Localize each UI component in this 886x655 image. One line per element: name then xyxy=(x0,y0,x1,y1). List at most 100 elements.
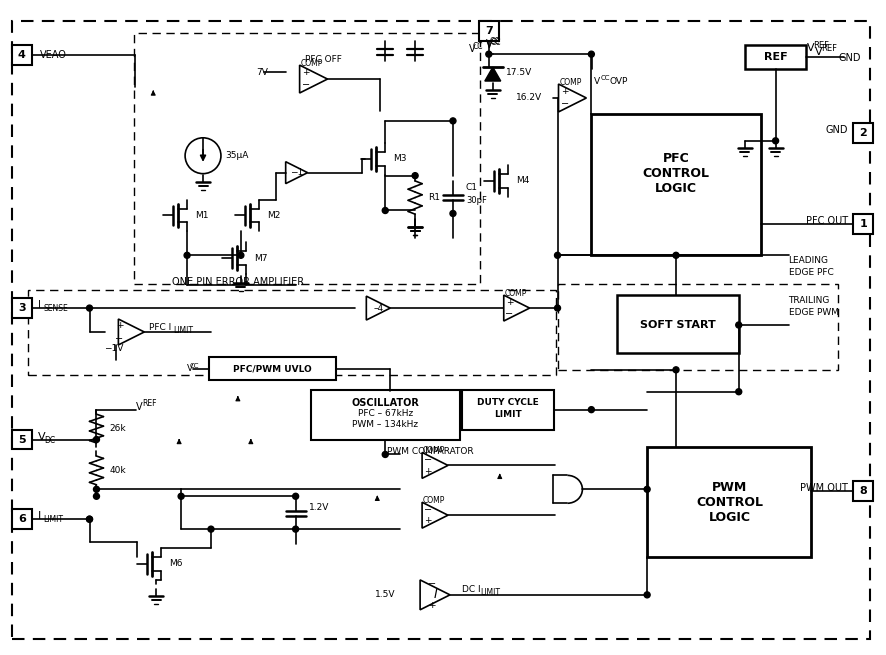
Text: REF: REF xyxy=(763,52,787,62)
Text: CC: CC xyxy=(489,37,500,46)
Text: −: − xyxy=(424,455,431,464)
Text: M7: M7 xyxy=(253,253,267,263)
Text: PFC: PFC xyxy=(662,152,688,165)
Text: PFC – 67kHz: PFC – 67kHz xyxy=(357,409,412,418)
Text: VEAO: VEAO xyxy=(40,50,66,60)
Bar xyxy=(852,214,872,234)
Text: 5: 5 xyxy=(18,434,26,445)
Circle shape xyxy=(178,493,184,499)
Bar xyxy=(462,390,553,430)
Text: COMP: COMP xyxy=(422,446,445,455)
Polygon shape xyxy=(485,67,501,81)
Circle shape xyxy=(292,526,299,532)
Circle shape xyxy=(87,305,92,311)
Text: LOGIC: LOGIC xyxy=(654,182,696,195)
Text: M1: M1 xyxy=(195,211,208,220)
Circle shape xyxy=(449,210,455,216)
Bar xyxy=(12,430,32,449)
Text: LOGIC: LOGIC xyxy=(708,511,750,524)
Circle shape xyxy=(734,322,741,328)
Text: REF: REF xyxy=(820,44,836,52)
Text: PWM COMPARATOR: PWM COMPARATOR xyxy=(386,447,473,456)
Text: −1: −1 xyxy=(290,168,303,177)
Text: SENSE: SENSE xyxy=(43,303,68,312)
Bar xyxy=(209,357,336,380)
Bar xyxy=(12,509,32,529)
Text: +: + xyxy=(115,320,123,329)
Circle shape xyxy=(382,451,388,457)
Circle shape xyxy=(554,252,560,258)
Text: PWM – 134kHz: PWM – 134kHz xyxy=(352,420,418,429)
Text: V: V xyxy=(187,364,193,373)
Text: 26k: 26k xyxy=(109,424,126,433)
Text: EDGE PFC: EDGE PFC xyxy=(788,268,832,276)
Text: V: V xyxy=(136,402,143,411)
Bar xyxy=(617,295,738,353)
Text: I: I xyxy=(38,511,41,521)
Text: V: V xyxy=(594,77,600,86)
Text: +: + xyxy=(428,601,435,610)
Circle shape xyxy=(93,436,99,443)
Text: ONE PIN ERROR AMPLIFIER: ONE PIN ERROR AMPLIFIER xyxy=(172,277,304,287)
Circle shape xyxy=(184,252,190,258)
Text: −: − xyxy=(301,80,309,90)
Circle shape xyxy=(237,252,244,258)
Text: 17.5V: 17.5V xyxy=(505,67,532,77)
Text: +: + xyxy=(424,516,431,525)
Bar xyxy=(852,123,872,143)
Text: −: − xyxy=(115,334,123,344)
Circle shape xyxy=(449,118,455,124)
Text: PWM: PWM xyxy=(711,481,747,494)
Text: CC: CC xyxy=(190,363,198,369)
Text: 7: 7 xyxy=(485,26,492,36)
Text: 35μA: 35μA xyxy=(225,151,248,160)
Text: 8: 8 xyxy=(859,486,867,496)
Bar xyxy=(557,284,837,370)
Text: LIMIT: LIMIT xyxy=(494,410,521,419)
Text: +: + xyxy=(301,68,309,77)
Text: CONTROL: CONTROL xyxy=(696,496,763,509)
Text: DC I: DC I xyxy=(462,586,480,594)
Circle shape xyxy=(587,407,594,413)
Text: M6: M6 xyxy=(169,559,183,569)
Text: R1: R1 xyxy=(428,193,439,202)
Text: LIMIT: LIMIT xyxy=(479,588,500,597)
Circle shape xyxy=(772,138,778,144)
Text: +: + xyxy=(560,87,568,96)
Text: V: V xyxy=(813,47,821,57)
Text: OSCILLATOR: OSCILLATOR xyxy=(351,398,419,407)
Bar xyxy=(647,447,811,557)
Text: GND: GND xyxy=(825,125,847,135)
Text: LIMIT: LIMIT xyxy=(43,515,64,524)
Circle shape xyxy=(734,388,741,395)
Text: +: + xyxy=(424,466,431,476)
Text: −: − xyxy=(428,579,436,589)
Text: 30pF: 30pF xyxy=(465,196,486,205)
Circle shape xyxy=(292,493,299,499)
Text: TRAILING: TRAILING xyxy=(788,295,829,305)
Text: OVP: OVP xyxy=(609,77,627,86)
Circle shape xyxy=(554,305,560,311)
Circle shape xyxy=(87,516,92,522)
Text: GND: GND xyxy=(837,53,859,63)
Text: 2: 2 xyxy=(859,128,867,138)
Text: V: V xyxy=(469,44,475,54)
Text: CC: CC xyxy=(490,38,501,47)
Text: COMP: COMP xyxy=(422,496,445,505)
Text: DC: DC xyxy=(44,436,56,445)
Bar xyxy=(591,114,760,255)
Circle shape xyxy=(672,252,678,258)
Circle shape xyxy=(412,173,417,179)
Text: REF: REF xyxy=(812,41,828,50)
Text: 7V: 7V xyxy=(255,67,268,77)
Circle shape xyxy=(587,51,594,57)
Text: 16.2V: 16.2V xyxy=(516,94,542,102)
Text: PFC I: PFC I xyxy=(149,324,171,333)
Circle shape xyxy=(486,51,491,57)
Text: COMP: COMP xyxy=(559,78,581,86)
Bar xyxy=(310,390,460,440)
Text: 1: 1 xyxy=(859,219,867,229)
Text: +: + xyxy=(505,298,513,307)
Text: 6: 6 xyxy=(18,514,26,524)
Circle shape xyxy=(643,486,649,493)
